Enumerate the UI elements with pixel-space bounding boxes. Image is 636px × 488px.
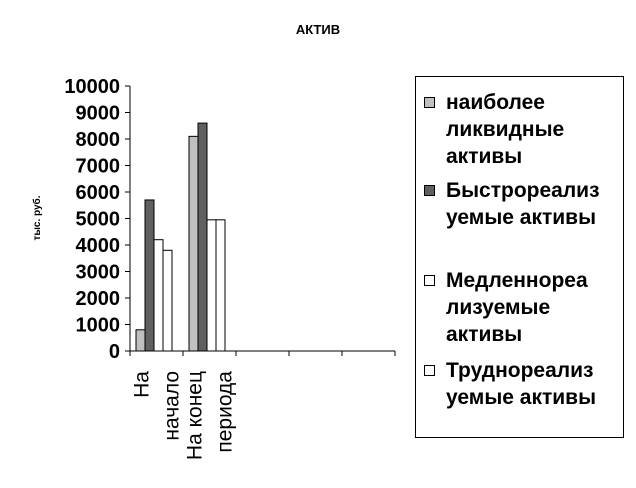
chart-title: АКТИВ (296, 22, 340, 37)
x-tick-label: периода (214, 371, 237, 453)
legend-label-liquid: наиболее ликвидные активы (446, 91, 565, 168)
x-tick-label: На конец (184, 371, 207, 460)
legend-swatch-liquid (424, 97, 435, 108)
y-tick-label: 3000 (76, 262, 121, 284)
y-tick-label: 9000 (76, 103, 121, 125)
bar-4-2 (215, 219, 226, 352)
y-tick-label: 1000 (76, 315, 121, 337)
legend-swatch-slow (424, 275, 435, 286)
x-tick-label: На (131, 371, 154, 398)
y-tick-label: 8000 (76, 129, 121, 151)
y-tick-label: 5000 (76, 209, 121, 231)
legend-label-slow: Медленнореа лизуемые активы (446, 269, 588, 346)
bar-1-1 (135, 329, 146, 352)
y-tick-label: 7000 (76, 156, 121, 178)
legend-swatch-hard (424, 365, 435, 376)
y-tick-label: 2000 (76, 288, 121, 310)
x-tick-label: начало (161, 371, 184, 441)
bar-3-2 (206, 219, 217, 352)
legend-label-hard: Труднореализ уемые активы (446, 359, 597, 409)
y-tick-label: 6000 (76, 182, 121, 204)
legend-label-quick: Быстрореализ уемые активы (446, 179, 600, 229)
legend-swatch-quick (424, 185, 435, 196)
bar-3-1 (153, 239, 164, 352)
bar-4-1 (162, 249, 173, 352)
bar-1-2 (188, 135, 199, 352)
plot-area: 0 1000 2000 3000 4000 5000 6000 7000 8000 9000 100… (64, 76, 396, 460)
legend: наиболее ликвидные активы Быстрореализ у… (415, 76, 624, 438)
y-axis-label: тыс. руб. (31, 195, 43, 240)
bar-2-1 (144, 199, 155, 352)
y-tick-label: 4000 (76, 235, 121, 257)
y-tick-label: 0 (109, 341, 120, 363)
bar-2-2 (197, 122, 208, 352)
y-tick-label: 10000 (64, 76, 120, 98)
